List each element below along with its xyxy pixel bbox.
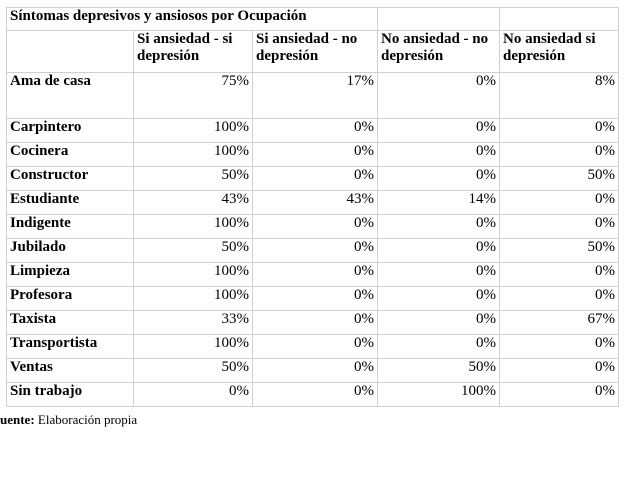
table-row: Transportista 100% 0% 0% 0%	[6, 334, 620, 359]
cell: 50%	[133, 166, 253, 191]
cell: 14%	[377, 190, 501, 215]
table-row: Taxista 33% 0% 0% 67%	[6, 310, 620, 335]
table-row: Indigente 100% 0% 0% 0%	[6, 214, 620, 239]
table-title: Síntomas depresivos y ansiosos por Ocupa…	[5, 7, 379, 31]
cell: 0%	[251, 334, 379, 359]
row-label: Ventas	[6, 358, 134, 383]
row-label: Estudiante	[6, 190, 134, 215]
table-row: Constructor 50% 0% 0% 50%	[6, 166, 620, 191]
empty-cell	[6, 30, 134, 73]
cell: 50%	[499, 238, 620, 263]
table-row: Limpieza 100% 0% 0% 0%	[6, 262, 620, 287]
cell: 0%	[251, 142, 379, 167]
row-label: Carpintero	[6, 118, 134, 143]
cell: 43%	[133, 190, 253, 215]
column-header: Si ansiedad - si depresión	[133, 30, 253, 73]
row-label: Ama de casa	[6, 72, 134, 119]
cell: 100%	[133, 286, 253, 311]
cell: 0%	[499, 190, 620, 215]
table-row: Sin trabajo 0% 0% 100% 0%	[6, 382, 620, 407]
row-label: Profesora	[6, 286, 134, 311]
cell: 33%	[133, 310, 253, 335]
cell: 67%	[499, 310, 620, 335]
cell: 50%	[499, 166, 620, 191]
row-label: Limpieza	[6, 262, 134, 287]
cell: 100%	[133, 214, 253, 239]
cell: 43%	[251, 190, 379, 215]
cell: 0%	[377, 72, 501, 119]
empty-cell	[499, 7, 620, 31]
cell: 0%	[499, 214, 620, 239]
title-row: Síntomas depresivos y ansiosos por Ocupa…	[5, 7, 620, 31]
column-header: Si ansiedad - no depresión	[251, 30, 379, 73]
cell: 0%	[251, 214, 379, 239]
row-label: Sin trabajo	[6, 382, 134, 407]
table-row: Estudiante 43% 43% 14% 0%	[6, 190, 620, 215]
cell: 0%	[499, 262, 620, 287]
cell: 0%	[377, 118, 501, 143]
cell: 0%	[251, 118, 379, 143]
cell: 50%	[133, 358, 253, 383]
row-label: Jubilado	[6, 238, 134, 263]
cell: 0%	[133, 382, 253, 407]
table-row: Ama de casa 75% 17% 0% 8%	[6, 72, 620, 119]
cell: 50%	[133, 238, 253, 263]
cell: 0%	[499, 286, 620, 311]
cell: 0%	[251, 262, 379, 287]
column-header: No ansiedad - no depresión	[377, 30, 501, 73]
row-label: Transportista	[6, 334, 134, 359]
cell: 100%	[133, 118, 253, 143]
table-body: Síntomas depresivos y ansiosos por Ocupa…	[5, 7, 620, 407]
table-row: Jubilado 50% 0% 0% 50%	[6, 238, 620, 263]
cell: 0%	[377, 238, 501, 263]
cell: 0%	[377, 166, 501, 191]
cell: 0%	[377, 334, 501, 359]
row-label: Constructor	[6, 166, 134, 191]
cell: 0%	[499, 334, 620, 359]
header-row: Si ansiedad - si depresión Si ansiedad - …	[6, 30, 620, 73]
table-row: Carpintero 100% 0% 0% 0%	[6, 118, 620, 143]
cell: 100%	[133, 142, 253, 167]
cell: 0%	[251, 166, 379, 191]
row-label: Taxista	[6, 310, 134, 335]
cell: 0%	[499, 118, 620, 143]
cell: 0%	[499, 382, 620, 407]
cell: 0%	[499, 358, 620, 383]
data-table: Síntomas depresivos y ansiosos por Ocupa…	[5, 7, 620, 407]
row-label: Cocinera	[6, 142, 134, 167]
cell: 0%	[377, 310, 501, 335]
cell: 0%	[251, 310, 379, 335]
table-row: Cocinera 100% 0% 0% 0%	[6, 142, 620, 167]
cell: 0%	[251, 286, 379, 311]
cell: 0%	[377, 142, 501, 167]
cell: 0%	[377, 286, 501, 311]
cell: 100%	[377, 382, 501, 407]
cell: 0%	[377, 214, 501, 239]
cell: 0%	[251, 382, 379, 407]
cell: 75%	[133, 72, 253, 119]
table-row: Profesora 100% 0% 0% 0%	[6, 286, 620, 311]
cell: 50%	[377, 358, 501, 383]
empty-cell	[377, 7, 501, 31]
cell: 100%	[133, 334, 253, 359]
cell: 100%	[133, 262, 253, 287]
source-note: uente: Elaboración propia	[0, 412, 137, 428]
source-text: Elaboración propia	[37, 412, 138, 427]
cell: 0%	[251, 238, 379, 263]
source-label: uente:	[0, 412, 35, 427]
cell: 17%	[251, 72, 379, 119]
column-header: No ansiedad si depresión	[499, 30, 620, 73]
table-row: Ventas 50% 0% 50% 0%	[6, 358, 620, 383]
cell: 0%	[377, 262, 501, 287]
row-label: Indigente	[6, 214, 134, 239]
cell: 0%	[251, 358, 379, 383]
cell: 8%	[499, 72, 620, 119]
cell: 0%	[499, 142, 620, 167]
